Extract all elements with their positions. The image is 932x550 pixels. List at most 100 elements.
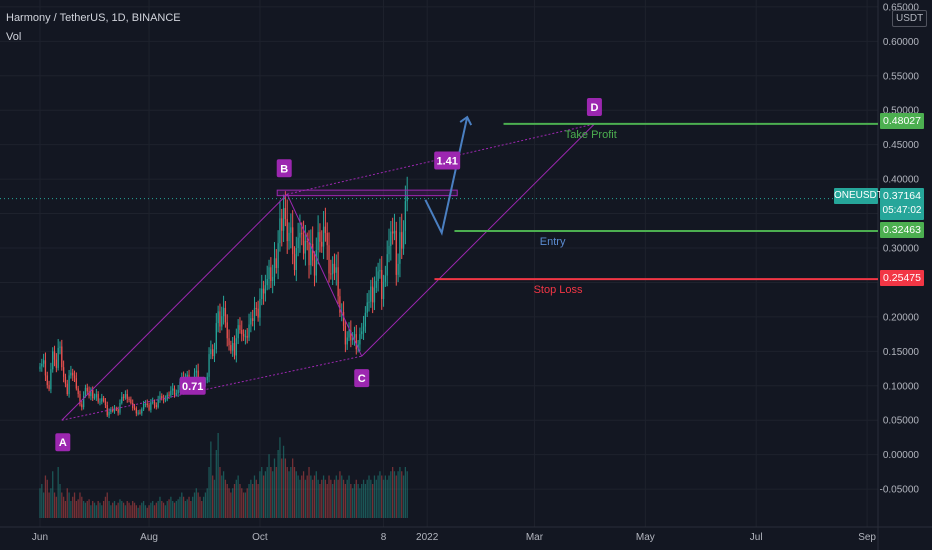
volume-bar	[155, 502, 157, 518]
volume-bar	[353, 484, 356, 518]
volume-bar	[228, 488, 230, 518]
candle-body	[337, 267, 339, 297]
volume-bar	[281, 458, 283, 518]
candle-body	[42, 360, 45, 364]
volume-bar	[215, 450, 217, 518]
volume-bar	[368, 475, 370, 518]
volume-bar	[342, 479, 345, 518]
volume-bar	[144, 505, 147, 518]
resistance-box	[276, 189, 458, 197]
current-price-tag: 0.37164 05:47:02	[880, 188, 924, 220]
volume-bar	[102, 501, 105, 518]
volume-bar	[193, 492, 196, 518]
volume-bar	[130, 505, 132, 518]
currency-badge[interactable]: USDT	[892, 10, 928, 27]
volume-bar	[146, 507, 148, 518]
volume-bar	[177, 499, 179, 518]
volume-bar	[166, 501, 168, 518]
volume-bar	[179, 496, 181, 518]
volume-bar	[133, 502, 136, 518]
price-tick-label: 0.30000	[883, 244, 920, 255]
volume-bar	[79, 492, 81, 518]
candle-body	[208, 354, 210, 377]
volume-bar	[148, 505, 150, 518]
candle-body	[304, 241, 307, 254]
candle-body	[401, 232, 403, 249]
volume-bar	[288, 471, 290, 518]
candle-body	[219, 311, 221, 327]
candle-body	[381, 270, 383, 299]
time-tick-label: Aug	[140, 532, 158, 543]
volume-bar	[124, 505, 127, 518]
take-profit-label: Take Profit	[565, 129, 617, 141]
volume-bar	[302, 471, 305, 518]
volume-bar	[46, 479, 48, 518]
volume-bar	[115, 505, 117, 518]
volume-bar	[90, 505, 92, 518]
volume-bar	[126, 501, 128, 518]
pattern-xabcd-line	[61, 123, 595, 421]
candle-body	[253, 307, 256, 322]
volume-bar	[233, 484, 236, 518]
volume-bar	[301, 475, 303, 518]
volume-bar	[197, 492, 199, 518]
candle-body	[144, 403, 147, 405]
candle-body	[101, 398, 103, 402]
candle-body	[168, 394, 170, 396]
volume-bar	[210, 441, 212, 518]
volume-bar	[395, 475, 397, 518]
candle-body	[373, 287, 376, 303]
candle-body	[393, 230, 396, 234]
volume-bar	[202, 496, 205, 518]
volume-bar	[162, 502, 165, 518]
volume-bar	[259, 471, 261, 518]
volume-bar	[137, 507, 139, 518]
volume-bar	[299, 479, 301, 518]
volume-bar	[275, 467, 277, 518]
volume-bar	[110, 505, 112, 518]
candle-body	[106, 405, 108, 416]
volume-bar	[44, 475, 47, 518]
volume-bar	[150, 502, 152, 518]
volume-bar	[370, 479, 372, 518]
candle-body	[241, 329, 243, 335]
volume-bar	[190, 501, 192, 518]
volume-bar	[81, 496, 83, 518]
volume-bar	[313, 475, 316, 518]
candle-body	[388, 245, 390, 255]
candle-body	[353, 334, 356, 338]
candle-body	[286, 219, 288, 242]
candle-body	[277, 243, 279, 268]
candle-body	[117, 409, 119, 413]
candle-body	[362, 326, 365, 332]
volume-bar	[213, 479, 216, 518]
volume-bar	[188, 496, 190, 518]
volume-bar	[181, 492, 183, 518]
candle-body	[312, 243, 314, 261]
volume-bar	[55, 496, 57, 518]
candle-body	[39, 366, 41, 370]
candle-body	[77, 388, 79, 395]
volume-bar	[53, 492, 56, 518]
candle-body	[97, 394, 99, 402]
candle-body	[395, 230, 397, 275]
candle-body	[301, 232, 303, 235]
volume-bar	[66, 488, 68, 518]
candle-body	[346, 337, 348, 345]
candle-body	[322, 226, 325, 247]
candle-body	[75, 378, 77, 389]
volume-bar	[108, 501, 110, 518]
candle-body	[333, 263, 336, 273]
point-label-c-bg	[354, 369, 370, 388]
candle-body	[217, 311, 219, 324]
candle-body	[121, 396, 123, 403]
candle-body	[257, 308, 259, 318]
candle-body	[41, 363, 43, 367]
candle-body	[133, 407, 136, 409]
candle-body	[139, 412, 141, 414]
candle-body	[328, 245, 330, 274]
volume-bar	[268, 454, 270, 518]
candle-body	[119, 403, 121, 413]
